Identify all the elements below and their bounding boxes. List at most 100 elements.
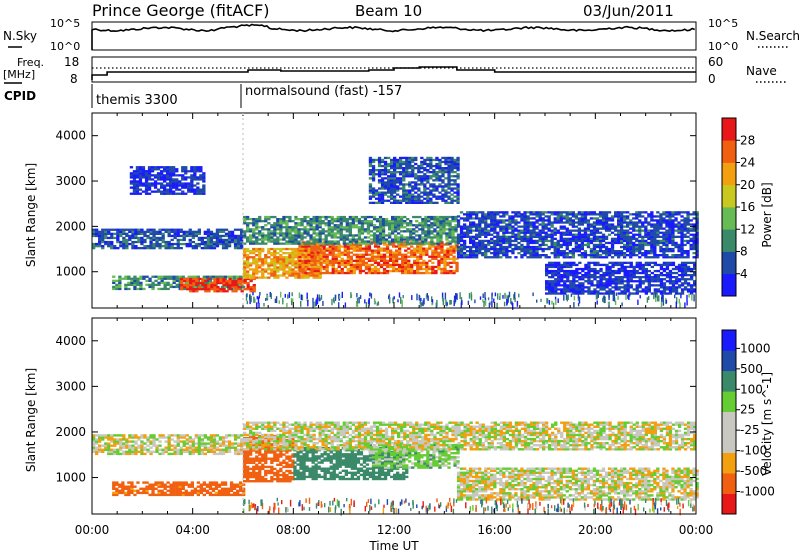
heatmap-cell <box>249 256 253 259</box>
heatmap-cell <box>463 247 467 251</box>
heatmap-cell <box>197 230 201 233</box>
heatmap-cell <box>209 230 214 233</box>
heatmap-cell <box>420 167 424 170</box>
heatmap-cell <box>429 189 433 192</box>
heatmap-cell <box>690 286 694 289</box>
heatmap-cell <box>378 222 383 225</box>
heatmap-cell <box>463 231 467 234</box>
heatmap-cell <box>252 230 256 233</box>
heatmap-cell <box>592 245 597 249</box>
heatmap-cell <box>578 276 582 279</box>
heatmap-cell <box>463 243 467 247</box>
heatmap-cell <box>475 223 479 226</box>
heatmap-cell <box>644 225 648 228</box>
heatmap-cell <box>201 281 205 285</box>
heatmap-cell <box>390 181 394 184</box>
heatmap-cell <box>393 185 397 188</box>
heatmap-cell <box>662 263 667 267</box>
heatmap-cell <box>418 234 422 237</box>
heatmap-cell <box>563 282 567 285</box>
heatmap-cell <box>413 247 417 250</box>
heatmap-cell <box>538 245 542 249</box>
heatmap-cell <box>420 156 424 160</box>
heatmap-cell <box>653 235 657 238</box>
heatmap-cell <box>132 180 137 183</box>
heatmap-cell <box>665 229 669 232</box>
heatmap-cell <box>385 261 390 264</box>
heatmap-cell <box>695 219 699 222</box>
heatmap-cell <box>315 228 319 231</box>
heatmap-cell <box>255 262 259 265</box>
heatmap-cell <box>420 191 424 194</box>
heatmap-cell <box>246 254 250 257</box>
heatmap-cell <box>671 271 676 275</box>
heatmap-cell <box>431 271 435 275</box>
heatmap-cell <box>592 227 597 230</box>
heatmap-cell <box>680 271 685 275</box>
heatmap-cell <box>267 234 271 237</box>
heatmap-cell <box>683 271 688 275</box>
heatmap-cell <box>176 242 180 246</box>
heatmap-cell <box>291 258 295 261</box>
heatmap-cell <box>557 267 561 271</box>
heatmap-cell <box>135 182 140 185</box>
heatmap-cell <box>493 241 497 245</box>
heatmap-cell <box>437 267 441 271</box>
heatmap-cell <box>656 211 660 214</box>
heatmap-cell <box>444 191 448 194</box>
heatmap-cell <box>605 274 609 277</box>
heatmap-cell <box>179 234 183 238</box>
heatmap-cell <box>538 237 542 240</box>
heatmap-cell <box>502 235 506 238</box>
heatmap-cell <box>119 245 123 248</box>
heatmap-cell <box>312 236 316 239</box>
heatmap-cell <box>223 275 228 278</box>
heatmap-cell <box>641 245 645 249</box>
heatmap-cell <box>273 232 277 235</box>
heatmap-cell <box>459 245 464 249</box>
heatmap-cell <box>396 193 400 196</box>
heatmap-cell <box>505 229 509 232</box>
heatmap-cell <box>556 241 560 245</box>
heatmap-cell <box>459 239 464 243</box>
heatmap-cell <box>629 278 633 281</box>
heatmap-cell <box>677 247 681 251</box>
heatmap-cell <box>191 247 195 250</box>
heatmap-cell <box>375 238 380 241</box>
heatmap-cell <box>481 241 485 245</box>
heatmap-cell <box>306 230 310 233</box>
heatmap-cell <box>668 288 673 291</box>
heatmap-cell <box>693 271 697 275</box>
heatmap-cell <box>514 221 518 224</box>
heatmap-cell <box>484 219 488 222</box>
heatmap-cell <box>456 233 461 236</box>
heatmap-cell <box>614 237 618 240</box>
heatmap-cell <box>201 288 205 291</box>
heatmap-cell <box>623 231 627 234</box>
heatmap-cell <box>408 191 412 194</box>
heatmap-cell <box>300 234 304 237</box>
heatmap-cell <box>363 220 368 223</box>
heatmap-cell <box>577 229 581 232</box>
heatmap-cell <box>626 235 630 238</box>
heatmap-cell <box>587 278 591 281</box>
heatmap-cell <box>584 267 588 271</box>
heatmap-cell <box>327 232 331 235</box>
heatmap-cell <box>167 240 171 244</box>
heatmap-cell <box>596 284 600 287</box>
heatmap-cell <box>472 229 476 232</box>
heatmap-cell <box>574 241 578 245</box>
heatmap-cell <box>288 236 292 239</box>
heatmap-cell <box>144 172 149 175</box>
heatmap-cell <box>426 181 430 184</box>
heatmap-cell <box>408 197 412 200</box>
heatmap-cell <box>140 236 144 240</box>
heatmap-cell <box>321 242 325 245</box>
heatmap-cell <box>577 243 581 247</box>
heatmap-cell <box>246 256 250 259</box>
heatmap-cell <box>598 256 603 259</box>
heatmap-cell <box>374 169 379 172</box>
heatmap-cell <box>547 215 551 218</box>
heatmap-cell <box>617 217 621 220</box>
heatmap-cell <box>388 224 392 227</box>
